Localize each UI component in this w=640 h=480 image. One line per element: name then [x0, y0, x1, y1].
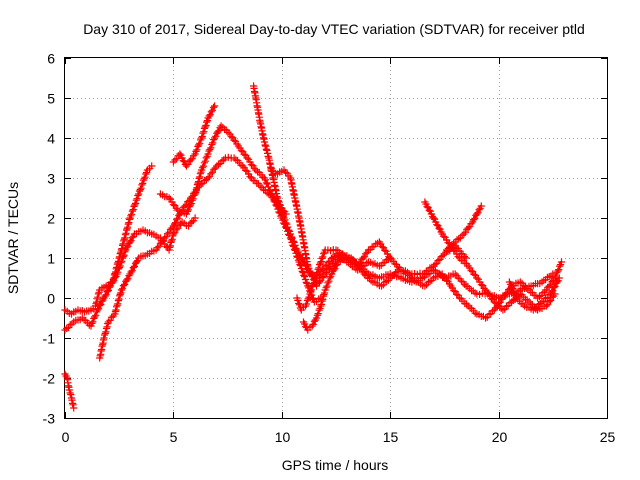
series-track-f [169, 102, 219, 170]
x-tick-label: 0 [62, 429, 70, 445]
series-trace [506, 277, 562, 313]
y-tick-label: 5 [47, 91, 55, 107]
data-points [61, 82, 566, 412]
y-tick-label: -2 [43, 371, 56, 387]
y-tick-label: 0 [47, 291, 55, 307]
chart-title: Day 310 of 2017, Sidereal Day-to-day VTE… [83, 21, 585, 37]
y-tick-label: 2 [47, 211, 55, 227]
series-trace [301, 255, 565, 332]
x-axis-label: GPS time / hours [282, 457, 389, 473]
series-trace [444, 204, 484, 252]
x-tick-label: 10 [275, 429, 291, 445]
series-trace [62, 372, 77, 409]
data-point [211, 102, 219, 110]
y-tick-label: -1 [43, 331, 56, 347]
series-trace [63, 217, 198, 332]
series-track-k [421, 198, 559, 314]
y-tick-label: 6 [47, 51, 55, 67]
x-tick-label: 20 [492, 429, 508, 445]
series-track-m [505, 274, 563, 314]
x-tick-label: 25 [600, 429, 616, 445]
series-track-a [61, 370, 78, 412]
x-tick-label: 5 [170, 429, 178, 445]
data-point [106, 282, 115, 290]
x-tick-label: 15 [383, 429, 399, 445]
y-tick-label: 1 [47, 251, 55, 267]
grid [65, 58, 607, 418]
y-axis-label: SDTVAR / TECUs [5, 182, 21, 294]
series-trace [422, 200, 558, 313]
plot-frame [64, 57, 608, 419]
data-point [430, 214, 438, 222]
series-trace [171, 103, 218, 168]
axis-ticks: 0 5 10 15 20 25 -3 -2 -1 0 1 2 3 4 5 6 [43, 51, 616, 446]
y-tick-label: -3 [43, 411, 56, 427]
series-track-l [443, 202, 485, 254]
data-point [555, 274, 563, 282]
y-tick-label: 4 [47, 131, 55, 147]
series-track-g [250, 82, 394, 282]
y-tick-label: 3 [47, 171, 55, 187]
